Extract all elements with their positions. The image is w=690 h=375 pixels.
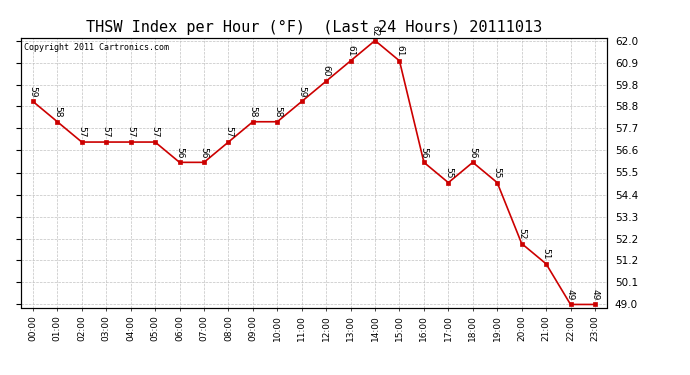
- Text: 56: 56: [199, 147, 208, 158]
- Text: Copyright 2011 Cartronics.com: Copyright 2011 Cartronics.com: [23, 43, 168, 52]
- Text: 61: 61: [395, 45, 404, 57]
- Text: 57: 57: [101, 126, 110, 138]
- Text: 60: 60: [322, 66, 331, 77]
- Text: 59: 59: [28, 86, 37, 97]
- Text: 62: 62: [371, 25, 380, 36]
- Text: 51: 51: [542, 248, 551, 259]
- Text: 59: 59: [297, 86, 306, 97]
- Text: 52: 52: [518, 228, 526, 239]
- Text: 55: 55: [444, 167, 453, 178]
- Text: 58: 58: [273, 106, 282, 118]
- Text: 57: 57: [126, 126, 135, 138]
- Text: 56: 56: [175, 147, 184, 158]
- Text: 57: 57: [150, 126, 159, 138]
- Text: 56: 56: [469, 147, 477, 158]
- Title: THSW Index per Hour (°F)  (Last 24 Hours) 20111013: THSW Index per Hour (°F) (Last 24 Hours)…: [86, 20, 542, 35]
- Text: 55: 55: [493, 167, 502, 178]
- Text: 58: 58: [53, 106, 62, 118]
- Text: 61: 61: [346, 45, 355, 57]
- Text: 58: 58: [248, 106, 257, 118]
- Text: 57: 57: [77, 126, 86, 138]
- Text: 49: 49: [566, 289, 575, 300]
- Text: 57: 57: [224, 126, 233, 138]
- Text: 56: 56: [420, 147, 428, 158]
- Text: 49: 49: [591, 289, 600, 300]
